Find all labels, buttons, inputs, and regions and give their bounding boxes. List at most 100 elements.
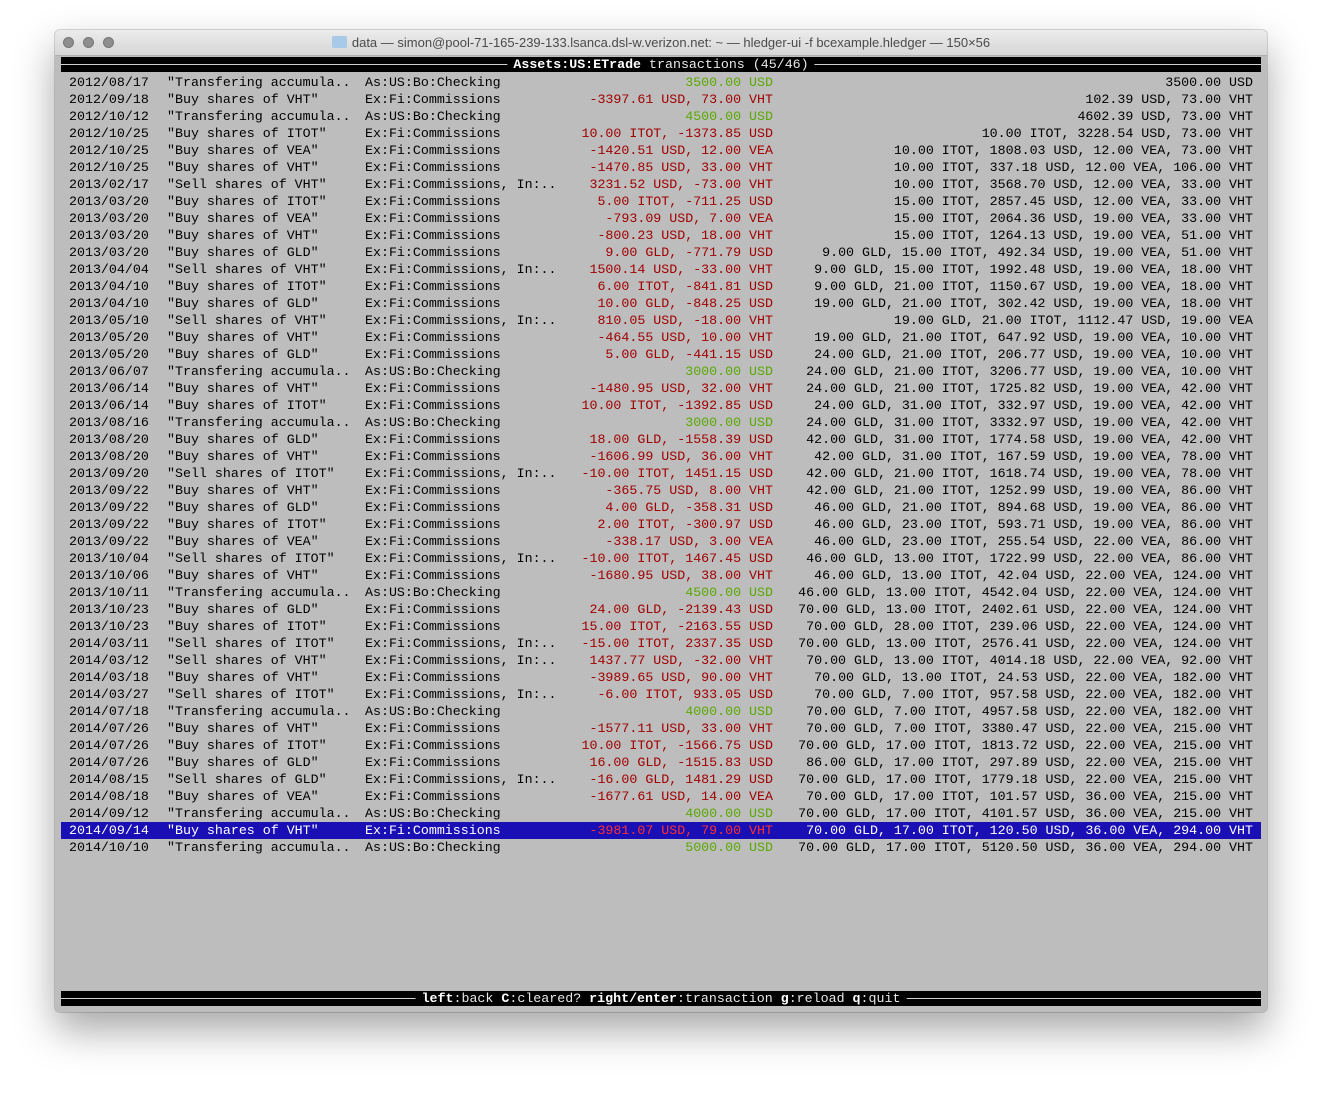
running-balance: 70.00 GLD, 7.00 ITOT, 3380.47 USD, 22.00… — [806, 721, 1253, 736]
transaction-description: "Transfering accumula.. — [167, 75, 351, 90]
change-amount: -1677.61 USD, 14.00 VEA — [589, 789, 773, 804]
transaction-row[interactable]: 2013/10/23 "Buy shares of ITOT" Ex:Fi:Comm… — [61, 618, 1261, 635]
window-title-container: data — simon@pool-71-165-239-133.lsanca.… — [55, 35, 1267, 50]
transaction-date: 2013/10/11 — [69, 585, 149, 600]
transaction-row[interactable]: 2013/05/20 "Buy shares of VHT" Ex:Fi:Commi… — [61, 329, 1261, 346]
transaction-date: 2013/06/14 — [69, 398, 149, 413]
transaction-row[interactable]: 2013/05/20 "Buy shares of GLD" Ex:Fi:Commi… — [61, 346, 1261, 363]
transaction-row[interactable]: 2012/10/12 "Transfering accumula.. As:US:B… — [61, 108, 1261, 125]
running-balance: 70.00 GLD, 13.00 ITOT, 24.53 USD, 22.00 … — [814, 670, 1253, 685]
transaction-description: "Transfering accumula.. — [167, 364, 351, 379]
transaction-description: "Buy shares of VEA" — [167, 211, 319, 226]
running-balance: 10.00 ITOT, 3568.70 USD, 12.00 VEA, 33.0… — [893, 177, 1253, 192]
transaction-description: "Buy shares of GLD" — [167, 347, 319, 362]
change-amount: 10.00 ITOT, -1373.85 USD — [581, 126, 773, 141]
transaction-description: "Buy shares of ITOT" — [167, 194, 327, 209]
transaction-row[interactable]: 2013/03/20 "Buy shares of GLD" Ex:Fi:Commi… — [61, 244, 1261, 261]
transaction-row[interactable]: 2014/07/26 "Buy shares of VHT" Ex:Fi:Commi… — [61, 720, 1261, 737]
window-title: data — simon@pool-71-165-239-133.lsanca.… — [351, 35, 991, 50]
other-accounts: Ex:Fi:Commissions — [365, 568, 501, 583]
transaction-row[interactable]: 2014/09/12 "Transfering accumula.. As:US:B… — [61, 805, 1261, 822]
running-balance: 24.00 GLD, 21.00 ITOT, 3206.77 USD, 19.0… — [806, 364, 1253, 379]
change-amount: 5.00 ITOT, -711.25 USD — [597, 194, 773, 209]
transaction-row[interactable]: 2013/09/22 "Buy shares of ITOT" Ex:Fi:Comm… — [61, 516, 1261, 533]
other-accounts: Ex:Fi:Commissions — [365, 619, 501, 634]
other-accounts: Ex:Fi:Commissions — [365, 500, 501, 515]
transaction-row[interactable]: 2014/07/26 "Buy shares of ITOT" Ex:Fi:Comm… — [61, 737, 1261, 754]
transaction-row[interactable]: 2014/08/18 "Buy shares of VEA" Ex:Fi:Commi… — [61, 788, 1261, 805]
change-amount: -365.75 USD, 8.00 VHT — [605, 483, 773, 498]
change-amount: -338.17 USD, 3.00 VEA — [605, 534, 773, 549]
transaction-row[interactable]: 2013/03/20 "Buy shares of VEA" Ex:Fi:Commi… — [61, 210, 1261, 227]
transaction-row[interactable]: 2013/06/14 "Buy shares of VHT" Ex:Fi:Commi… — [61, 380, 1261, 397]
transaction-row[interactable]: 2012/08/17 "Transfering accumula.. As:US:B… — [61, 74, 1261, 91]
transaction-description: "Buy shares of VHT" — [167, 449, 319, 464]
screen-label: transactions — [649, 57, 745, 72]
transaction-row[interactable]: 2013/08/20 "Buy shares of GLD" Ex:Fi:Commi… — [61, 431, 1261, 448]
close-button[interactable] — [63, 37, 74, 48]
transaction-row[interactable]: 2012/09/18 "Buy shares of VHT" Ex:Fi:Commi… — [61, 91, 1261, 108]
other-accounts: As:US:Bo:Checking — [365, 840, 501, 855]
transaction-date: 2014/10/10 — [69, 840, 149, 855]
transaction-description: "Sell shares of ITOT" — [167, 551, 335, 566]
transaction-row[interactable]: 2014/03/12 "Sell shares of VHT" Ex:Fi:Comm… — [61, 652, 1261, 669]
transaction-description: "Sell shares of GLD" — [167, 772, 327, 787]
transaction-row[interactable]: 2013/06/07 "Transfering accumula.. As:US:B… — [61, 363, 1261, 380]
transaction-row[interactable]: 2014/07/18 "Transfering accumula.. As:US:B… — [61, 703, 1261, 720]
transaction-row[interactable]: 2013/10/23 "Buy shares of GLD" Ex:Fi:Commi… — [61, 601, 1261, 618]
key-name: left — [421, 991, 454, 1006]
transaction-row[interactable]: 2014/03/27 "Sell shares of ITOT" Ex:Fi:Com… — [61, 686, 1261, 703]
transaction-description: "Buy shares of GLD" — [167, 432, 319, 447]
key-name: g — [780, 991, 789, 1006]
transaction-row[interactable]: 2013/04/10 "Buy shares of ITOT" Ex:Fi:Comm… — [61, 278, 1261, 295]
transaction-description: "Transfering accumula.. — [167, 109, 351, 124]
transaction-row[interactable]: 2014/10/10 "Transfering accumula.. As:US:B… — [61, 839, 1261, 856]
transaction-row[interactable]: 2013/08/20 "Buy shares of VHT" Ex:Fi:Commi… — [61, 448, 1261, 465]
transaction-row[interactable]: 2013/09/22 "Buy shares of VEA" Ex:Fi:Commi… — [61, 533, 1261, 550]
transaction-row[interactable]: 2013/06/14 "Buy shares of ITOT" Ex:Fi:Comm… — [61, 397, 1261, 414]
terminal-window: data — simon@pool-71-165-239-133.lsanca.… — [55, 30, 1267, 1012]
running-balance: 42.00 GLD, 21.00 ITOT, 1252.99 USD, 19.0… — [806, 483, 1253, 498]
change-amount: 5000.00 USD — [685, 840, 773, 855]
transaction-row[interactable]: 2013/04/04 "Sell shares of VHT" Ex:Fi:Comm… — [61, 261, 1261, 278]
change-amount: -6.00 ITOT, 933.05 USD — [597, 687, 773, 702]
transaction-description: "Buy shares of VHT" — [167, 330, 319, 345]
transaction-date: 2013/08/20 — [69, 432, 149, 447]
transaction-row[interactable]: 2012/10/25 "Buy shares of ITOT" Ex:Fi:Comm… — [61, 125, 1261, 142]
zoom-button[interactable] — [103, 37, 114, 48]
transaction-row[interactable]: 2013/09/22 "Buy shares of GLD" Ex:Fi:Commi… — [61, 499, 1261, 516]
other-accounts: Ex:Fi:Commissions — [365, 721, 501, 736]
transaction-row[interactable]: 2013/10/04 "Sell shares of ITOT" Ex:Fi:Com… — [61, 550, 1261, 567]
transaction-row[interactable]: 2012/10/25 "Buy shares of VHT" Ex:Fi:Commi… — [61, 159, 1261, 176]
title-bar[interactable]: data — simon@pool-71-165-239-133.lsanca.… — [55, 30, 1267, 56]
transaction-row[interactable]: 2013/03/20 "Buy shares of VHT" Ex:Fi:Commi… — [61, 227, 1261, 244]
transaction-row[interactable]: 2014/07/26 "Buy shares of GLD" Ex:Fi:Commi… — [61, 754, 1261, 771]
transaction-row[interactable]: 2012/10/25 "Buy shares of VEA" Ex:Fi:Commi… — [61, 142, 1261, 159]
transaction-row-selected[interactable]: 2014/09/14 "Buy shares of VHT" Ex:Fi:Commi… — [61, 822, 1261, 839]
other-accounts: Ex:Fi:Commissions — [365, 143, 501, 158]
transaction-row[interactable]: 2013/09/20 "Sell shares of ITOT" Ex:Fi:Com… — [61, 465, 1261, 482]
minimize-button[interactable] — [83, 37, 94, 48]
transaction-row[interactable]: 2013/10/11 "Transfering accumula.. As:US:B… — [61, 584, 1261, 601]
key-separator: : — [788, 991, 797, 1006]
transaction-row[interactable]: 2013/10/06 "Buy shares of VHT" Ex:Fi:Commi… — [61, 567, 1261, 584]
transaction-row[interactable]: 2013/05/10 "Sell shares of VHT" Ex:Fi:Comm… — [61, 312, 1261, 329]
other-accounts: Ex:Fi:Commissions — [365, 602, 501, 617]
transaction-date: 2013/09/22 — [69, 534, 149, 549]
transaction-row[interactable]: 2013/09/22 "Buy shares of VHT" Ex:Fi:Commi… — [61, 482, 1261, 499]
other-accounts: As:US:Bo:Checking — [365, 109, 501, 124]
transaction-date: 2012/10/12 — [69, 109, 149, 124]
transaction-row[interactable]: 2014/03/11 "Sell shares of ITOT" Ex:Fi:Com… — [61, 635, 1261, 652]
transaction-date: 2014/03/12 — [69, 653, 149, 668]
running-balance: 10.00 ITOT, 337.18 USD, 12.00 VEA, 106.0… — [893, 160, 1253, 175]
transaction-row[interactable]: 2014/03/18 "Buy shares of VHT" Ex:Fi:Commi… — [61, 669, 1261, 686]
transaction-row[interactable]: 2013/03/20 "Buy shares of ITOT" Ex:Fi:Comm… — [61, 193, 1261, 210]
key-separator: : — [860, 991, 869, 1006]
key-hint: C:cleared? — [501, 991, 581, 1006]
transaction-description: "Buy shares of VHT" — [167, 823, 319, 838]
transaction-row[interactable]: 2013/08/16 "Transfering accumula.. As:US:B… — [61, 414, 1261, 431]
transaction-row[interactable]: 2014/08/15 "Sell shares of GLD" Ex:Fi:Comm… — [61, 771, 1261, 788]
transaction-row[interactable]: 2013/04/10 "Buy shares of GLD" Ex:Fi:Commi… — [61, 295, 1261, 312]
transaction-row[interactable]: 2013/02/17 "Sell shares of VHT" Ex:Fi:Comm… — [61, 176, 1261, 193]
transaction-description: "Buy shares of GLD" — [167, 245, 319, 260]
